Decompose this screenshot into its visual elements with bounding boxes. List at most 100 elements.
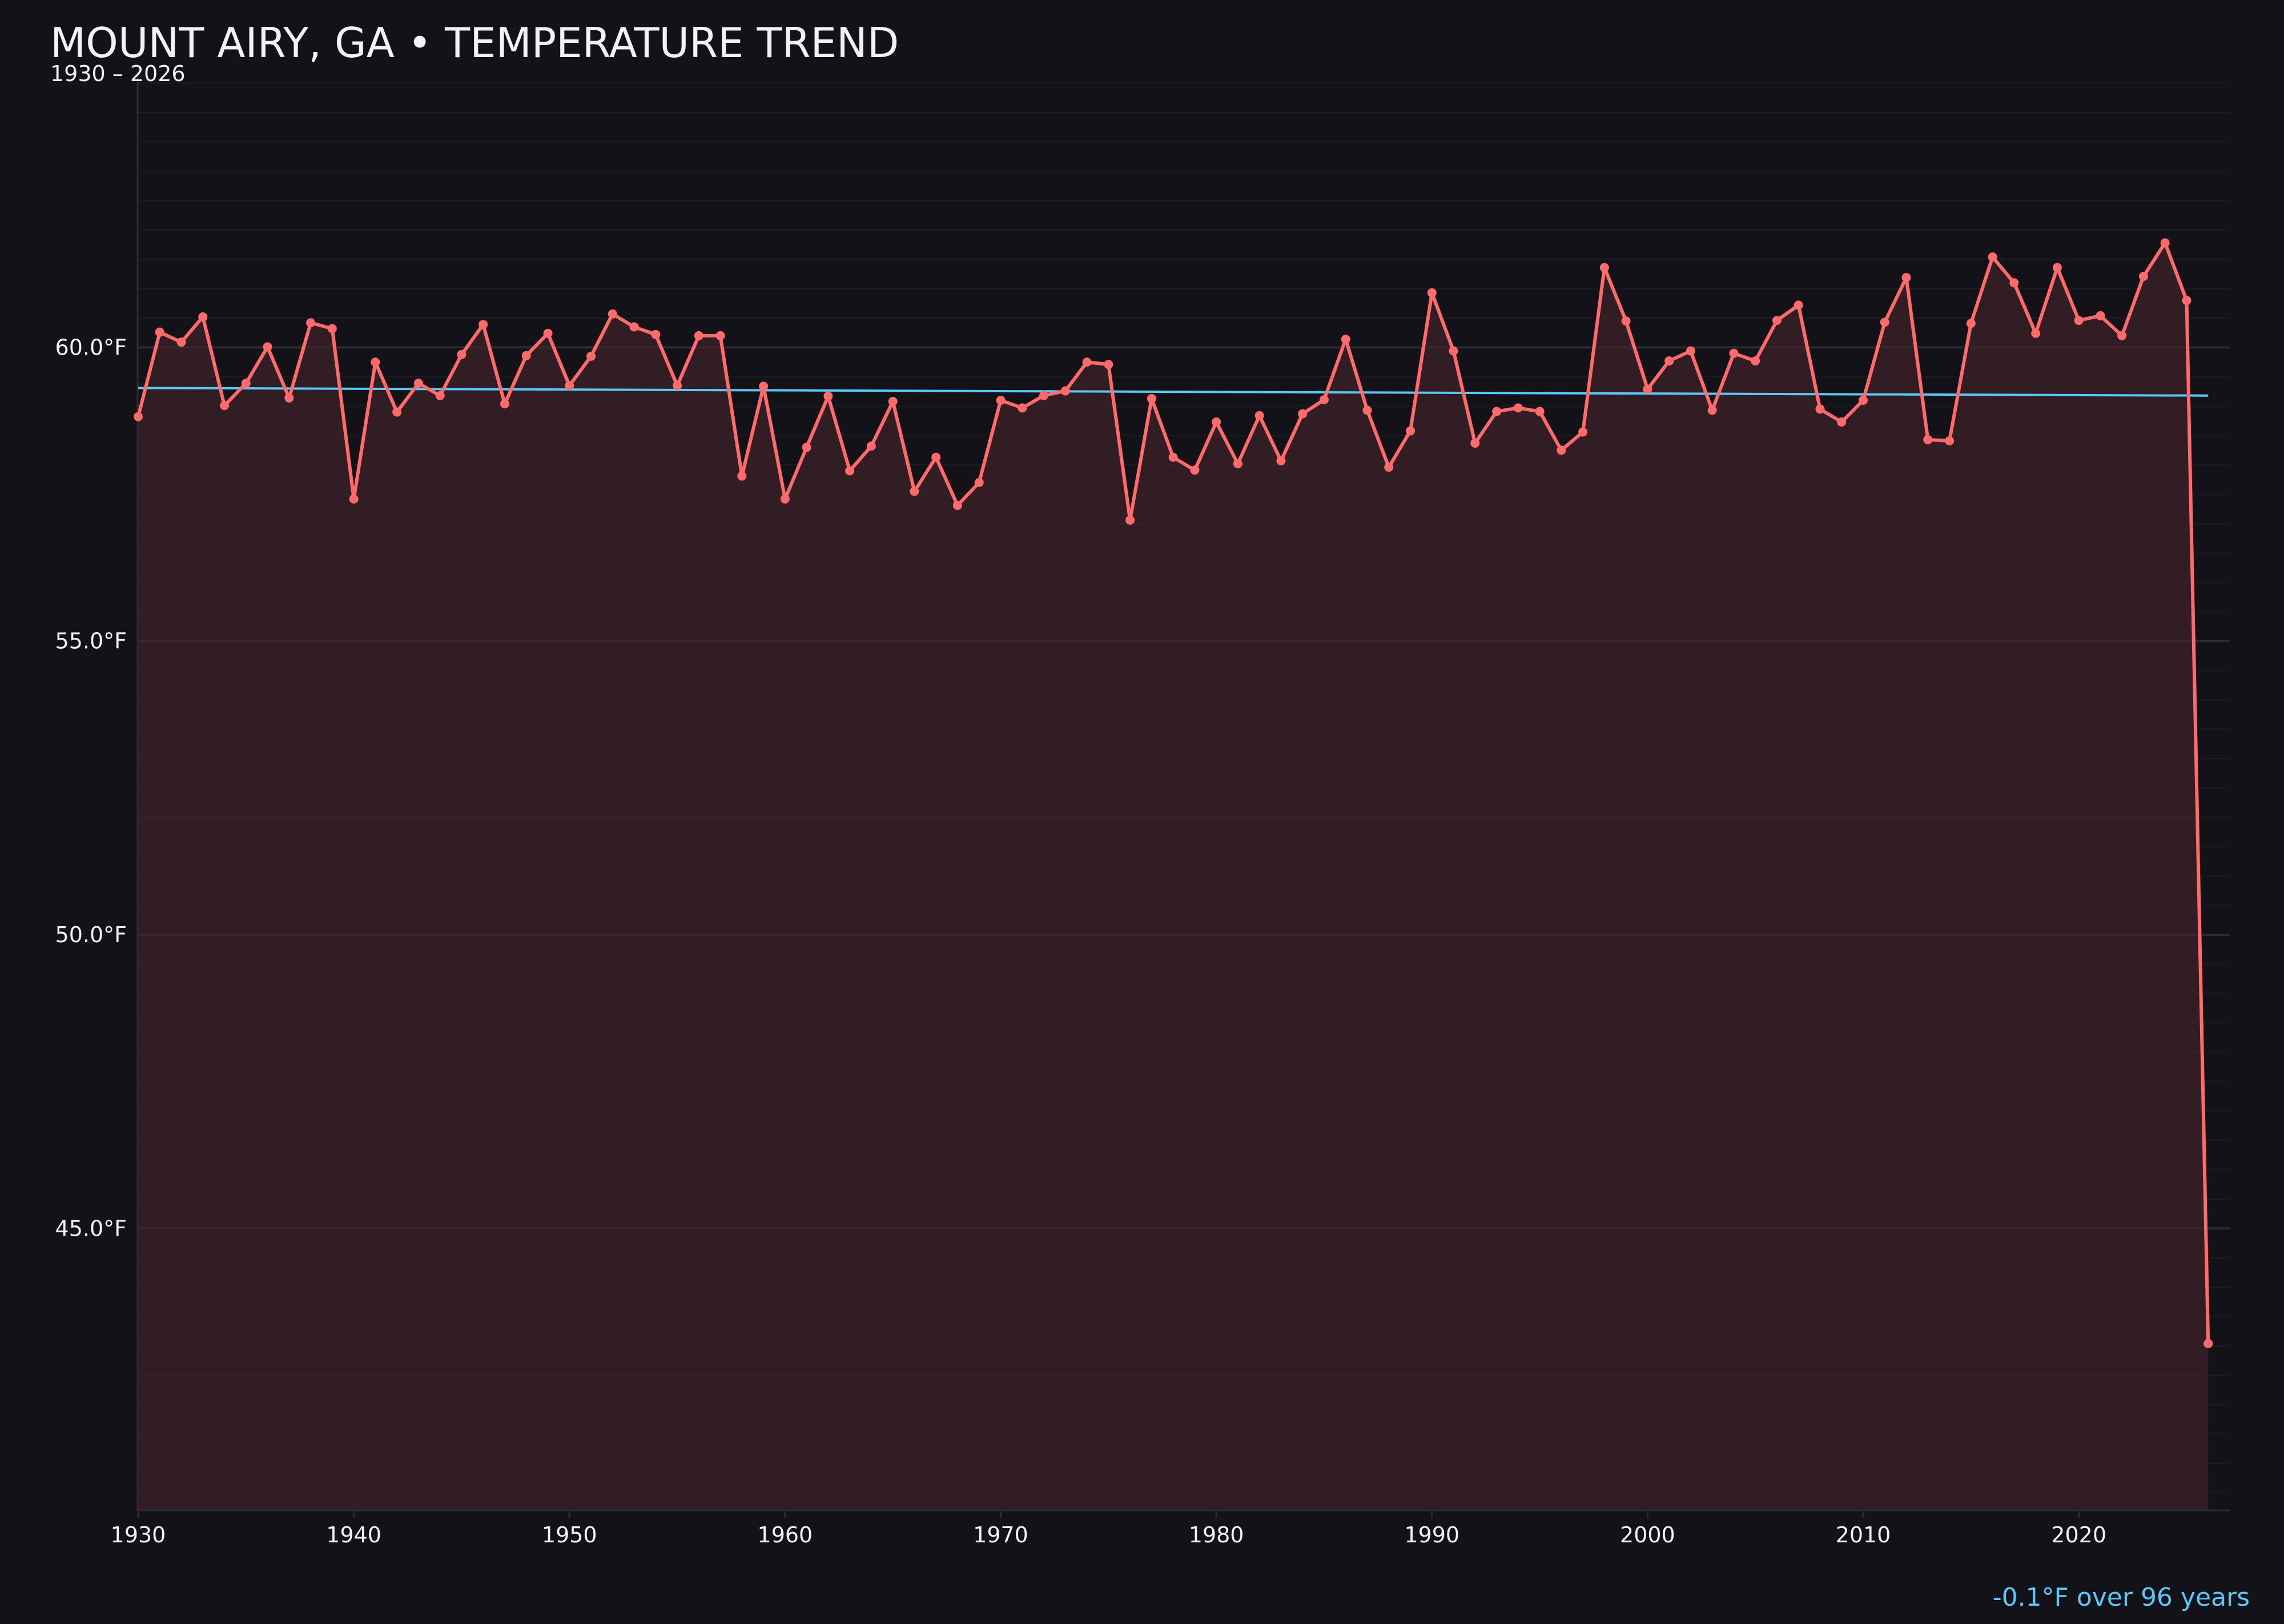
data-point-2000 bbox=[1643, 384, 1652, 394]
data-point-1984 bbox=[1298, 409, 1308, 419]
data-point-2005 bbox=[1751, 356, 1760, 366]
data-point-1947 bbox=[500, 399, 509, 409]
x-tick-label: 2010 bbox=[1836, 1522, 1891, 1547]
data-point-1999 bbox=[1621, 316, 1631, 326]
data-point-1973 bbox=[1060, 386, 1070, 396]
data-point-1993 bbox=[1492, 407, 1502, 416]
data-point-1996 bbox=[1557, 445, 1566, 455]
data-point-2001 bbox=[1664, 356, 1674, 366]
data-point-1963 bbox=[845, 466, 855, 476]
data-point-1961 bbox=[802, 443, 811, 452]
data-point-1971 bbox=[1018, 403, 1027, 413]
data-point-1959 bbox=[759, 381, 769, 391]
data-point-1951 bbox=[586, 351, 596, 361]
data-point-2014 bbox=[1945, 436, 1955, 445]
data-point-2015 bbox=[1966, 319, 1976, 328]
data-point-1986 bbox=[1341, 335, 1350, 344]
data-point-2008 bbox=[1815, 404, 1825, 414]
data-point-1962 bbox=[823, 391, 833, 401]
data-point-1960 bbox=[780, 494, 790, 504]
x-tick-label: 1990 bbox=[1404, 1522, 1459, 1547]
data-point-1935 bbox=[241, 379, 251, 388]
data-point-1982 bbox=[1254, 411, 1264, 420]
data-point-1964 bbox=[866, 441, 876, 451]
trend-annotation: -0.1°F over 96 years bbox=[1993, 1583, 2250, 1612]
x-axis-ticks: 1930 1940 1950 1960 1970 1980 1990 2000 2010 2020 bbox=[111, 1510, 2106, 1547]
data-point-2007 bbox=[1794, 300, 1803, 310]
data-point-1997 bbox=[1578, 427, 1588, 437]
data-point-1945 bbox=[457, 349, 467, 359]
y-tick-label: 60.0°F bbox=[55, 335, 127, 360]
data-point-1937 bbox=[284, 393, 294, 403]
data-point-1940 bbox=[349, 494, 359, 504]
data-point-1981 bbox=[1233, 459, 1242, 469]
data-point-1990 bbox=[1427, 288, 1437, 298]
data-point-1949 bbox=[543, 328, 553, 338]
data-point-1987 bbox=[1362, 405, 1372, 415]
data-points bbox=[134, 238, 2213, 1348]
data-point-1953 bbox=[629, 322, 639, 332]
x-tick-label: 1970 bbox=[973, 1522, 1028, 1547]
x-tick-label: 1930 bbox=[111, 1522, 166, 1547]
data-point-2018 bbox=[2031, 328, 2041, 338]
data-point-2021 bbox=[2096, 311, 2105, 320]
area-fill bbox=[138, 243, 2209, 1511]
y-tick-label: 45.0°F bbox=[55, 1216, 127, 1241]
data-point-1930 bbox=[134, 412, 143, 421]
x-tick-label: 1940 bbox=[326, 1522, 381, 1547]
x-tick-label: 1960 bbox=[758, 1522, 813, 1547]
data-point-2024 bbox=[2160, 238, 2170, 248]
data-point-1944 bbox=[435, 391, 445, 400]
data-point-1952 bbox=[608, 309, 617, 319]
data-point-2023 bbox=[2138, 271, 2148, 281]
data-point-1941 bbox=[371, 357, 380, 367]
data-point-2006 bbox=[1772, 316, 1782, 325]
data-point-1938 bbox=[306, 318, 316, 328]
data-point-1932 bbox=[176, 337, 186, 347]
data-point-2011 bbox=[1880, 317, 1889, 327]
chart-subtitle: 1930 – 2026 bbox=[50, 61, 186, 86]
x-tick-label: 1950 bbox=[542, 1522, 597, 1547]
data-point-1988 bbox=[1384, 463, 1394, 472]
data-point-1992 bbox=[1470, 439, 1480, 448]
data-point-1946 bbox=[478, 320, 488, 329]
x-tick-label: 1980 bbox=[1189, 1522, 1244, 1547]
data-point-1931 bbox=[155, 327, 164, 337]
data-point-1989 bbox=[1406, 426, 1416, 436]
data-point-1958 bbox=[737, 471, 747, 481]
data-point-1978 bbox=[1168, 452, 1178, 462]
data-point-2026 bbox=[2203, 1338, 2213, 1348]
data-point-1942 bbox=[392, 407, 402, 417]
data-point-2012 bbox=[1901, 273, 1911, 283]
data-point-1939 bbox=[327, 324, 337, 333]
data-point-1933 bbox=[198, 312, 208, 321]
data-point-2025 bbox=[2182, 296, 2191, 305]
data-point-2010 bbox=[1859, 396, 1868, 405]
data-point-1970 bbox=[996, 396, 1006, 405]
data-point-1980 bbox=[1212, 417, 1221, 427]
data-point-2002 bbox=[1686, 346, 1695, 356]
data-point-1934 bbox=[220, 401, 230, 411]
chart-title: MOUNT AIRY, GA • TEMPERATURE TREND bbox=[50, 19, 899, 67]
data-point-1969 bbox=[974, 478, 984, 487]
data-point-1967 bbox=[931, 452, 941, 462]
data-point-1995 bbox=[1535, 407, 1545, 416]
data-point-2004 bbox=[1729, 348, 1739, 358]
data-point-1976 bbox=[1125, 515, 1135, 525]
y-tick-label: 55.0°F bbox=[55, 629, 127, 654]
y-axis-ticks: 45.0°F 50.0°F 55.0°F 60.0°F bbox=[55, 335, 127, 1241]
data-point-2003 bbox=[1707, 405, 1717, 415]
data-point-1994 bbox=[1513, 403, 1523, 413]
data-point-1991 bbox=[1449, 346, 1458, 356]
data-point-1936 bbox=[263, 342, 272, 352]
data-point-2016 bbox=[1988, 252, 1997, 262]
data-point-1954 bbox=[651, 329, 661, 339]
grid-lines-overlay bbox=[138, 346, 2230, 1230]
data-point-2017 bbox=[2009, 278, 2019, 288]
data-point-1965 bbox=[888, 397, 898, 407]
data-point-1948 bbox=[521, 351, 531, 360]
data-point-2020 bbox=[2074, 316, 2084, 325]
data-point-2022 bbox=[2117, 331, 2127, 340]
data-point-1974 bbox=[1082, 357, 1092, 367]
